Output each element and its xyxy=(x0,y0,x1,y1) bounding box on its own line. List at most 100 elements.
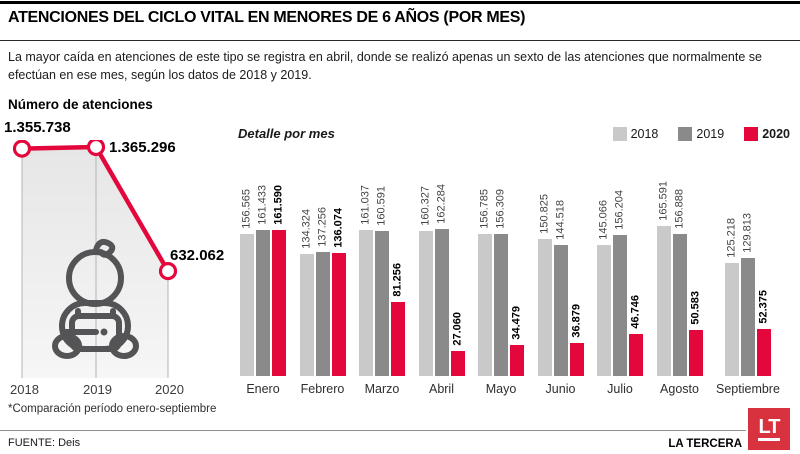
bar-2020-abril xyxy=(450,351,465,376)
bar-group-julio: 145.066 156.204 46.746 Julio xyxy=(597,168,643,402)
bars: 160.327 162.284 27.060 xyxy=(418,168,465,376)
month-label-julio: Julio xyxy=(607,382,633,396)
bar-2019-abril xyxy=(434,229,449,376)
bar-2020-septiembre xyxy=(756,329,771,376)
bar-value-2018-junio: 150.825 xyxy=(538,194,550,234)
bar-group-abril: 160.327 162.284 27.060 Abril xyxy=(418,168,465,402)
bar-slot-2019: 156.888 xyxy=(672,168,687,376)
bar-slot-2020: 161.590 xyxy=(272,168,286,376)
bar-2020-enero xyxy=(272,230,286,376)
bars: 165.591 156.888 50.583 xyxy=(656,168,703,376)
bar-slot-2020: 50.583 xyxy=(688,168,703,376)
bars: 134.324 137.256 136.074 xyxy=(299,168,346,376)
comparison-note: *Comparación período enero-septiembre xyxy=(8,403,217,415)
bar-slot-2019: 156.309 xyxy=(494,168,508,376)
bar-value-2019-febrero: 137.256 xyxy=(316,207,328,247)
bar-2018-mayo xyxy=(478,234,492,376)
bar-slot-2018: 125.218 xyxy=(724,168,739,376)
bar-2018-abril xyxy=(418,231,433,376)
bar-2020-julio xyxy=(629,334,643,376)
bar-group-junio: 150.825 144.518 36.879 Junio xyxy=(537,168,584,402)
bar-value-2020-abril: 27.060 xyxy=(451,312,463,346)
bar-value-2018-julio: 145.066 xyxy=(597,200,610,240)
legend-label-2018: 2018 xyxy=(630,127,659,141)
bar-2018-junio xyxy=(537,239,552,376)
bar-value-2019-enero: 161.433 xyxy=(256,185,269,225)
bar-value-2018-abril: 160.327 xyxy=(419,186,431,226)
bar-2019-marzo xyxy=(375,231,389,376)
bar-slot-2019: 160.591 xyxy=(375,168,389,376)
bar-group-septiembre: 125.218 129.813 52.375 Septiembre xyxy=(716,168,780,402)
bar-2019-julio xyxy=(613,235,627,376)
line-area-fill xyxy=(22,147,168,378)
bar-slot-2020: 52.375 xyxy=(756,168,771,376)
bar-value-2019-abril: 162.284 xyxy=(435,184,447,224)
legend-item-2020: 2020 xyxy=(744,127,790,141)
bar-value-2019-agosto: 156.888 xyxy=(673,189,685,229)
data-point-2018 xyxy=(12,140,32,158)
source-credit: FUENTE: Deis xyxy=(8,437,81,449)
month-label-marzo: Marzo xyxy=(364,382,400,396)
legend-swatch-2019-icon xyxy=(678,127,693,141)
bar-groups: 156.565 161.433 161.590 Enero 134.324 137.256… xyxy=(240,168,780,402)
bar-slot-2020: 27.060 xyxy=(450,168,465,376)
bars: 161.037 160.591 81.256 xyxy=(359,168,405,376)
bars: 125.218 129.813 52.375 xyxy=(724,168,771,376)
bar-value-2019-julio: 156.204 xyxy=(613,190,626,230)
line-axis-2019: 2019 xyxy=(83,382,112,397)
bar-slot-2020: 81.256 xyxy=(391,168,405,376)
bar-2019-mayo xyxy=(494,234,508,376)
bar-group-febrero: 134.324 137.256 136.074 Febrero xyxy=(299,168,346,402)
bar-value-2019-mayo: 156.309 xyxy=(494,189,507,229)
bar-2020-marzo xyxy=(391,302,405,376)
bar-value-2020-septiembre: 52.375 xyxy=(757,290,770,324)
bars: 156.565 161.433 161.590 xyxy=(240,168,286,376)
bar-value-2020-enero: 161.590 xyxy=(272,185,285,225)
month-label-mayo: Mayo xyxy=(485,382,517,396)
bars: 156.785 156.309 34.479 xyxy=(478,168,524,376)
page-title: ATENCIONES DEL CICLO VITAL EN MENORES DE… xyxy=(8,9,526,26)
bar-group-mayo: 156.785 156.309 34.479 Mayo xyxy=(478,168,524,402)
bar-slot-2018: 150.825 xyxy=(537,168,552,376)
title-divider xyxy=(0,40,800,41)
bar-value-2018-febrero: 134.324 xyxy=(300,209,312,249)
bar-2019-septiembre xyxy=(740,258,755,376)
bar-slot-2018: 161.037 xyxy=(359,168,373,376)
month-label-agosto: Agosto xyxy=(660,382,699,396)
bar-chart-title: Detalle por mes xyxy=(238,126,335,141)
bar-slot-2019: 144.518 xyxy=(553,168,568,376)
la-tercera-logo: LT xyxy=(748,408,790,450)
bar-2020-mayo xyxy=(510,345,524,376)
bar-slot-2018: 156.565 xyxy=(240,168,254,376)
month-label-febrero: Febrero xyxy=(300,382,345,396)
month-label-enero: Enero xyxy=(246,382,280,396)
month-label-junio: Junio xyxy=(545,382,576,396)
bar-slot-2019: 162.284 xyxy=(434,168,449,376)
legend-item-2019: 2019 xyxy=(678,127,724,141)
bar-value-2018-enero: 156.565 xyxy=(240,189,253,229)
legend-swatch-2018-icon xyxy=(612,127,627,141)
bar-value-2018-agosto: 165.591 xyxy=(657,181,669,221)
bar-2018-enero xyxy=(240,234,254,376)
bar-slot-2018: 160.327 xyxy=(418,168,433,376)
bar-value-2020-julio: 46.746 xyxy=(629,295,642,329)
bar-2019-febrero xyxy=(315,252,330,376)
line-value-2020: 632.062 xyxy=(170,247,225,264)
bar-value-2019-marzo: 160.591 xyxy=(375,186,388,226)
line-chart-title: Número de atenciones xyxy=(8,97,153,112)
bar-slot-2019: 129.813 xyxy=(740,168,755,376)
bar-value-2020-mayo: 34.479 xyxy=(510,306,523,340)
bar-slot-2018: 134.324 xyxy=(299,168,314,376)
bar-2019-junio xyxy=(553,245,568,376)
line-value-2018: 1.355.738 xyxy=(4,119,71,136)
line-value-2019: 1.365.296 xyxy=(109,139,176,156)
bar-2018-julio xyxy=(597,245,611,376)
bar-slot-2018: 165.591 xyxy=(656,168,671,376)
legend-item-2018: 2018 xyxy=(612,127,659,141)
bar-slot-2020: 34.479 xyxy=(510,168,524,376)
month-label-septiembre: Septiembre xyxy=(716,382,780,396)
bar-value-2018-septiembre: 125.218 xyxy=(725,218,738,258)
bars: 145.066 156.204 46.746 xyxy=(597,168,643,376)
bar-value-2020-febrero: 136.074 xyxy=(332,208,344,248)
bar-value-2020-junio: 36.879 xyxy=(570,304,582,338)
